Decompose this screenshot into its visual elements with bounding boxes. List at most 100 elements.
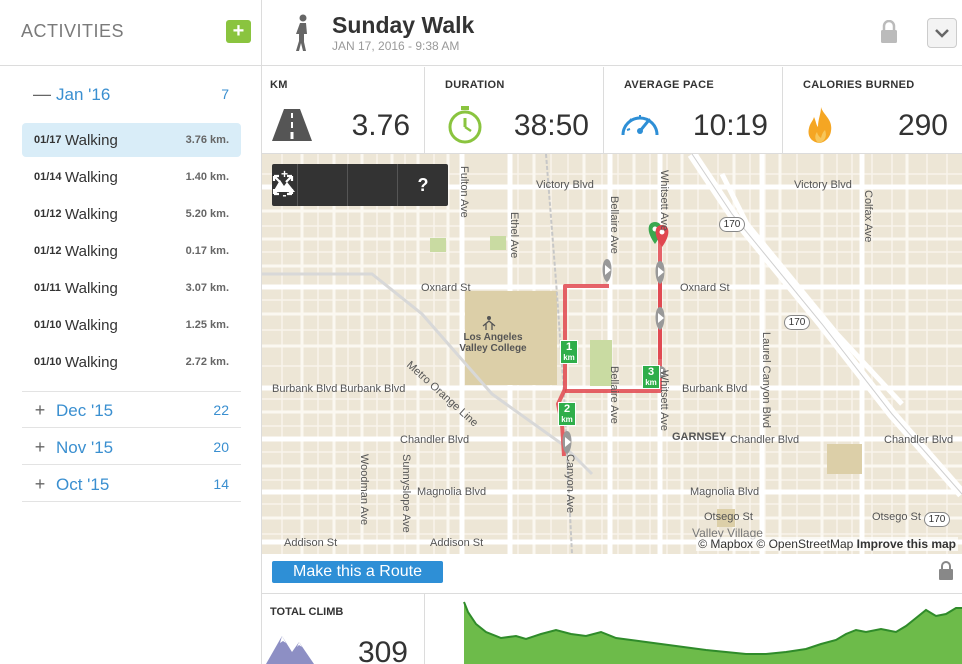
month-count: 22 <box>213 402 229 418</box>
map-label: Otsego St <box>872 511 921 523</box>
map-label: Victory Blvd <box>794 179 852 191</box>
map-label: Chandler Blvd <box>400 434 470 446</box>
activity-datetime: JAN 17, 2016 - 9:38 AM <box>332 39 460 53</box>
zoom-in-button[interactable]: + <box>280 167 288 181</box>
map-label: Oxnard St <box>421 282 471 294</box>
km-marker-number: 3 <box>647 366 655 378</box>
activity-date: 01/12 <box>34 245 62 257</box>
end-pin-icon[interactable] <box>655 225 669 247</box>
activity-name: Walking <box>65 354 118 371</box>
map-label: Sunnyslope Ave <box>400 454 412 533</box>
km-marker: 1 km <box>560 340 578 364</box>
activity-item[interactable]: 01/12 Walking 0.17 km. <box>22 234 241 268</box>
month-label: Nov '15 <box>56 438 114 457</box>
map-label: Valley Village <box>692 526 763 540</box>
terrain-button[interactable] <box>273 164 398 206</box>
expand-icon: + <box>34 474 46 494</box>
stats-bar: KM 3.76 DURATION 38:50 AVERAGE PACE 10:1… <box>262 67 962 154</box>
km-marker: 2 km <box>558 402 576 426</box>
activity-item[interactable]: 01/11 Walking 3.07 km. <box>22 271 241 305</box>
km-marker-unit: km <box>561 415 573 424</box>
activity-item[interactable]: 01/14 Walking 1.40 km. <box>22 160 241 194</box>
mountain-icon <box>266 636 314 664</box>
activity-distance: 3.76 km. <box>185 134 229 146</box>
stat-duration: DURATION 38:50 <box>425 67 604 154</box>
activity-item[interactable]: 01/17 Walking 3.76 km. <box>22 123 241 157</box>
speedometer-icon <box>621 115 659 136</box>
stat-average-pace: AVERAGE PACE 10:19 <box>604 67 783 154</box>
walker-icon <box>296 14 307 51</box>
mountain-icon <box>273 180 295 192</box>
month-oct-15[interactable]: + Oct '15 14 <box>22 465 241 502</box>
elevation-profile <box>463 601 962 664</box>
make-route-button[interactable]: Make this a Route <box>272 561 443 583</box>
month-dec-15[interactable]: + Dec '15 22 <box>22 391 241 428</box>
map-label: Colfax Ave <box>862 190 874 243</box>
activity-date: 01/11 <box>34 282 61 294</box>
map-controls: + - ? <box>272 164 448 206</box>
activity-date: 01/10 <box>34 319 62 331</box>
activity-item[interactable]: 01/12 Walking 5.20 km. <box>22 197 241 231</box>
month-label: Oct '15 <box>56 475 110 494</box>
activity-item[interactable]: 01/10 Walking 2.72 km. <box>22 345 241 379</box>
add-activity-button[interactable]: + <box>226 20 251 43</box>
month-jan-16[interactable]: — Jan '16 7 <box>22 75 241 112</box>
route-map[interactable]: Victory Blvd Victory Blvd Oxnard St Oxna… <box>262 154 962 554</box>
map-label: Burbank Blvd <box>340 383 406 395</box>
km-marker-unit: km <box>563 353 575 362</box>
zoom-out-button[interactable]: - <box>282 188 287 202</box>
road-icon <box>272 109 312 141</box>
stat-label: TOTAL CLIMB <box>270 606 344 618</box>
activity-distance: 1.40 km. <box>185 171 229 183</box>
activity-distance: 0.17 km. <box>185 245 229 257</box>
sidebar: ACTIVITIES + — Jan '16 7 01/17 Walking 3… <box>0 0 262 664</box>
map-label: Addison St <box>284 537 338 549</box>
activity-distance: 1.25 km. <box>185 319 229 331</box>
fullscreen-button[interactable] <box>272 164 348 206</box>
map-label: Bellaire Ave <box>608 196 620 254</box>
mapbox-link[interactable]: © Mapbox <box>698 537 754 551</box>
map-label: Bellaire Ave <box>608 366 620 424</box>
chevron-down-icon <box>935 29 949 38</box>
activity-distance: 5.20 km. <box>185 208 229 220</box>
lock-icon[interactable] <box>879 20 899 44</box>
map-attribution: © Mapbox © OpenStreetMap Improve this ma… <box>696 537 958 551</box>
stat-value: 3.76 <box>351 109 410 142</box>
map-label: Fulton Ave <box>458 166 470 218</box>
map-label: Chandler Blvd <box>884 434 954 446</box>
activity-item[interactable]: 01/10 Walking 1.25 km. <box>22 308 241 342</box>
activity-name: Walking <box>65 132 118 149</box>
sidebar-title: ACTIVITIES <box>21 21 125 41</box>
map-label: Chandler Blvd <box>730 434 800 446</box>
options-dropdown-button[interactable] <box>927 18 957 48</box>
month-nov-15[interactable]: + Nov '15 20 <box>22 428 241 465</box>
map-canvas <box>262 154 962 554</box>
stat-distance: KM 3.76 <box>262 67 425 154</box>
activity-name: Walking <box>65 317 118 334</box>
divider <box>22 391 241 392</box>
map-label: GARNSEY <box>672 431 727 443</box>
map-label: Woodman Ave <box>358 454 370 526</box>
month-count: 14 <box>213 476 229 492</box>
map-label: Laurel Canyon Blvd <box>760 332 772 429</box>
stat-calories: CALORIES BURNED 290 <box>783 67 962 154</box>
route-bar: Make this a Route <box>262 554 962 594</box>
help-button[interactable]: ? <box>417 175 429 195</box>
map-label: Otsego St <box>704 511 753 523</box>
map-label: Canyon Ave <box>564 454 576 514</box>
activity-name: Walking <box>65 206 118 223</box>
km-marker: 3 km <box>642 365 660 389</box>
improve-map-link[interactable]: Improve this map <box>856 537 956 551</box>
km-marker-unit: km <box>645 378 657 387</box>
lock-icon[interactable] <box>938 561 954 581</box>
activity-name: Walking <box>65 243 118 260</box>
activity-name: Walking <box>65 280 118 297</box>
stat-label: CALORIES BURNED <box>803 79 915 91</box>
osm-link[interactable]: © OpenStreetMap <box>756 537 854 551</box>
highway-shield: 170 <box>719 217 745 232</box>
km-marker-number: 2 <box>563 403 571 415</box>
highway-shield: 170 <box>784 315 810 330</box>
activity-date: 01/12 <box>34 208 62 220</box>
stopwatch-icon <box>448 106 482 144</box>
activity-date: 01/10 <box>34 356 62 368</box>
